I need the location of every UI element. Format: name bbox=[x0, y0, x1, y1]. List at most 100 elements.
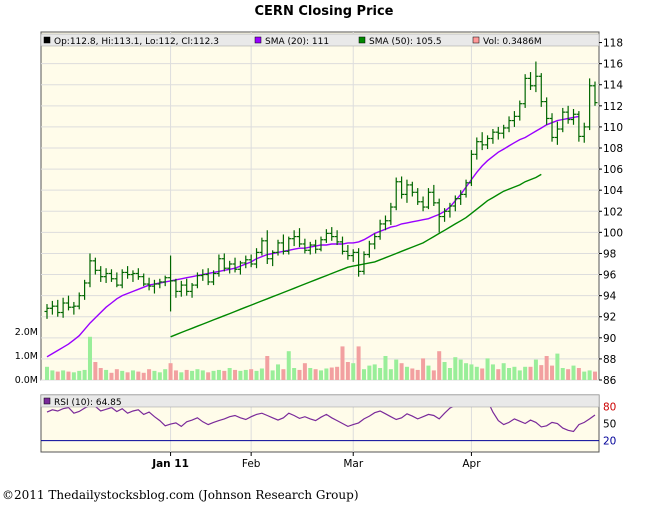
volume-bar bbox=[50, 370, 55, 380]
rsi-line bbox=[46, 398, 596, 433]
ohlc-bar bbox=[409, 181, 415, 197]
price-tick-label: 92 bbox=[603, 312, 616, 324]
ohlc-bar bbox=[468, 150, 474, 186]
ohlc-bar bbox=[350, 249, 356, 262]
ohlc-bar bbox=[581, 122, 587, 143]
volume-bar bbox=[469, 364, 474, 380]
legend-label-vol: Vol: 0.3486M bbox=[483, 37, 542, 47]
volume-bar bbox=[523, 366, 528, 380]
ohlc-bar bbox=[189, 282, 195, 298]
ohlc-bar bbox=[286, 236, 292, 255]
rsi-legend-label: RSI (10): 64.85 bbox=[54, 398, 122, 408]
volume-bar bbox=[571, 365, 576, 380]
ohlc-bar bbox=[528, 72, 534, 90]
volume-bar bbox=[77, 370, 82, 380]
volume-bar bbox=[87, 336, 92, 380]
ohlc-bar bbox=[399, 176, 405, 199]
volume-bar bbox=[544, 356, 549, 380]
volume-bar bbox=[576, 368, 581, 380]
price-tick-label: 106 bbox=[603, 164, 623, 176]
ohlc-bar bbox=[125, 266, 131, 279]
volume-bar bbox=[308, 368, 313, 380]
volume-bar bbox=[453, 357, 458, 380]
volume-bar bbox=[345, 362, 350, 380]
ohlc-bar bbox=[479, 132, 485, 151]
volume-bar bbox=[426, 365, 431, 380]
ohlc-bar bbox=[173, 278, 179, 298]
price-tick-label: 98 bbox=[603, 248, 616, 260]
chart-title: CERN Closing Price bbox=[254, 4, 394, 19]
volume-bar bbox=[265, 356, 270, 380]
volume-axis-label: 2.0M bbox=[15, 327, 38, 338]
volume-bar bbox=[195, 369, 200, 380]
volume-bar bbox=[98, 368, 103, 380]
ohlc-bar bbox=[221, 253, 227, 272]
volume-bar bbox=[233, 369, 238, 380]
volume-bar bbox=[410, 368, 415, 380]
ohlc-bar bbox=[243, 255, 249, 269]
ohlc-bar bbox=[119, 269, 125, 289]
ohlc-bar bbox=[92, 257, 98, 275]
volume-bar bbox=[130, 370, 135, 380]
volume-bar bbox=[517, 370, 522, 380]
ohlc-bar bbox=[393, 177, 399, 211]
ohlc-bar bbox=[538, 73, 544, 107]
ohlc-bar bbox=[442, 208, 448, 222]
ohlc-bar bbox=[237, 260, 243, 275]
ohlc-bar bbox=[184, 278, 190, 296]
ohlc-bar bbox=[382, 215, 388, 231]
ohlc-bar bbox=[307, 241, 313, 255]
volume-bar bbox=[206, 372, 211, 380]
ohlc-bar bbox=[146, 277, 152, 291]
volume-bar bbox=[485, 358, 490, 380]
volume-bar bbox=[587, 370, 592, 380]
legend-label-price: Op:112.8, Hi:113.1, Lo:112, Cl:112.3 bbox=[54, 37, 219, 47]
volume-bar bbox=[512, 366, 517, 380]
ohlc-bar bbox=[162, 275, 168, 287]
ohlc-bar bbox=[216, 254, 222, 277]
x-tick-label: Apr bbox=[462, 458, 481, 470]
volume-bar bbox=[464, 363, 469, 380]
ohlc-bar bbox=[178, 280, 184, 297]
volume-bar bbox=[200, 370, 205, 380]
volume-bar bbox=[302, 363, 307, 380]
ohlc-bar bbox=[98, 266, 104, 282]
ohlc-bar bbox=[420, 196, 426, 212]
price-tick-label: 86 bbox=[603, 375, 617, 387]
ohlc-bar bbox=[114, 272, 120, 288]
volume-bar bbox=[367, 365, 372, 380]
volume-bar bbox=[335, 366, 340, 380]
ohlc-bar bbox=[318, 236, 324, 252]
footer-copyright: ©2011 Thedailystocksblog.com (Johnson Re… bbox=[2, 488, 359, 502]
volume-bar bbox=[270, 370, 275, 380]
volume-bar bbox=[249, 369, 254, 380]
price-tick-label: 112 bbox=[603, 101, 623, 113]
volume-bar bbox=[238, 370, 243, 380]
rsi-tick-label: 50 bbox=[603, 419, 616, 431]
ohlc-bar bbox=[522, 74, 528, 108]
ohlc-bar bbox=[76, 292, 82, 310]
ohlc-bar bbox=[108, 269, 114, 282]
ohlc-bar bbox=[302, 238, 308, 254]
volume-bar bbox=[442, 362, 447, 380]
ohlc-bar bbox=[436, 198, 442, 233]
price-tick-label: 104 bbox=[603, 185, 623, 197]
ohlc-bar bbox=[485, 135, 491, 150]
rsi-tick-label: 20 bbox=[603, 436, 616, 448]
volume-bar bbox=[319, 370, 323, 380]
ohlc-bar bbox=[135, 268, 141, 280]
volume-bar bbox=[163, 369, 168, 380]
ohlc-bar bbox=[592, 81, 598, 106]
ohlc-bar bbox=[490, 129, 496, 144]
ohlc-bar bbox=[297, 228, 303, 248]
volume-bar bbox=[415, 369, 420, 380]
ohlc-bar bbox=[372, 233, 378, 250]
ohlc-bar bbox=[458, 190, 464, 205]
ohlc-bar bbox=[44, 304, 50, 319]
ohlc-bar bbox=[415, 188, 421, 205]
price-tick-label: 90 bbox=[603, 333, 616, 345]
ohlc-bar bbox=[587, 78, 593, 131]
ohlc-bar bbox=[366, 240, 372, 258]
legend-swatch-vol bbox=[472, 36, 480, 44]
